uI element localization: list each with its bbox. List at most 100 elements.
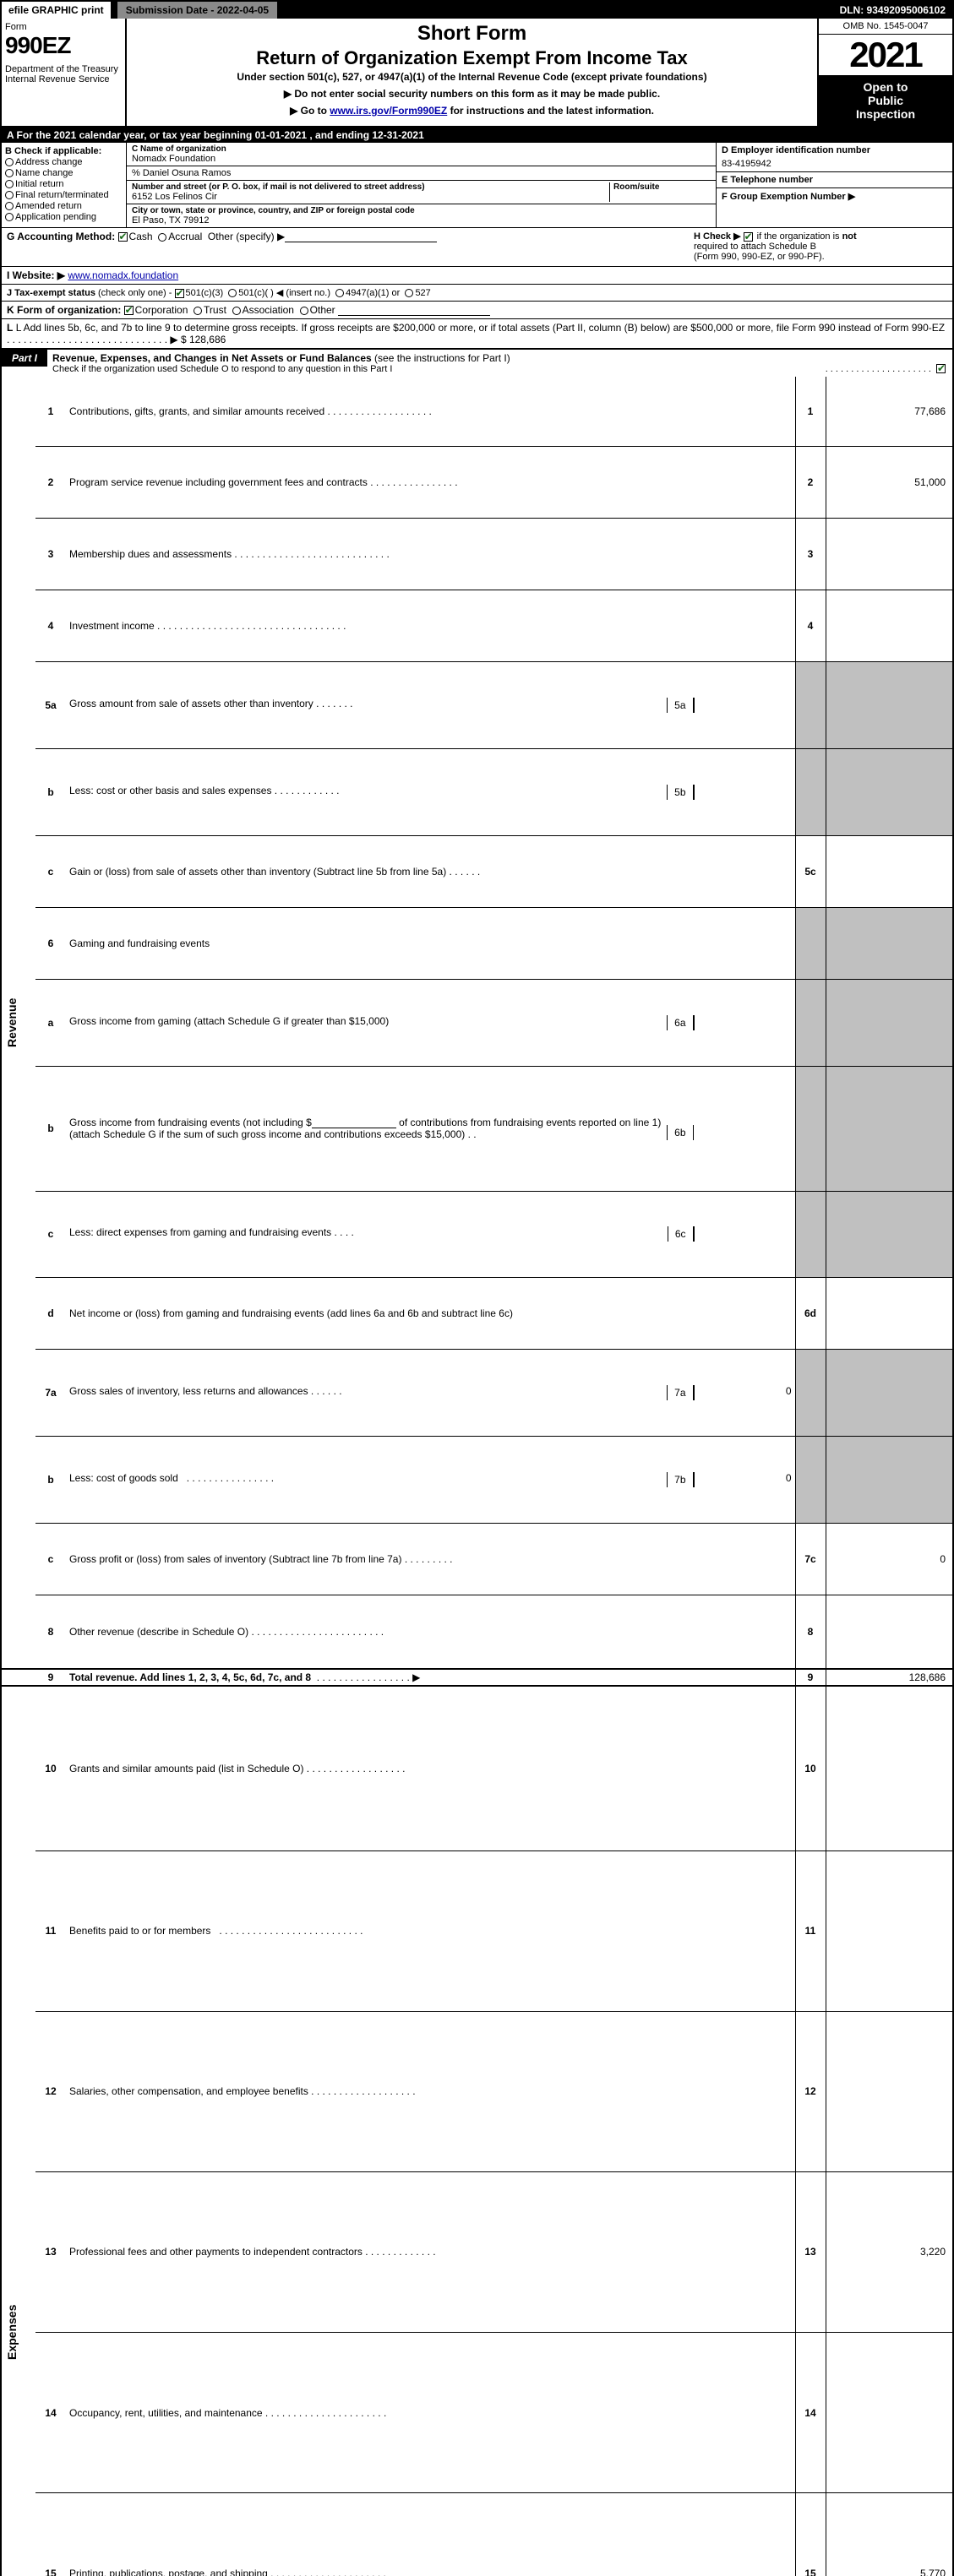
- org-name: Nomadx Foundation: [132, 154, 711, 164]
- cb-4947[interactable]: [335, 289, 344, 297]
- line-6: 6Gaming and fundraising events: [2, 908, 952, 980]
- omb-number: OMB No. 1545-0047: [819, 19, 952, 35]
- care-of: % Daniel Osuna Ramos: [132, 168, 711, 178]
- side-revenue: Revenue: [2, 377, 35, 1669]
- line-6b-contributions-input[interactable]: [312, 1117, 396, 1128]
- form-page: efile GRAPHIC print Submission Date - 20…: [0, 0, 954, 2576]
- col-d-e-f: D Employer identification number 83-4195…: [716, 143, 952, 227]
- row-l-gross-receipts: L L Add lines 5b, 6c, and 7b to line 9 t…: [2, 319, 952, 350]
- cb-527[interactable]: [405, 289, 413, 297]
- line-10: Expenses 10Grants and similar amounts pa…: [2, 1686, 952, 1850]
- cb-association[interactable]: [232, 307, 241, 315]
- c-street-row: Number and street (or P. O. box, if mail…: [127, 181, 716, 204]
- top-bar: efile GRAPHIC print Submission Date - 20…: [2, 2, 952, 19]
- header-center: Short Form Return of Organization Exempt…: [127, 19, 817, 126]
- line-1: Revenue 1 Contributions, gifts, grants, …: [2, 377, 952, 447]
- line-6a: aGross income from gaming (attach Schedu…: [2, 980, 952, 1067]
- c-pct-row: % Daniel Osuna Ramos: [127, 166, 716, 181]
- line-7a-subvalue: 0: [694, 1385, 795, 1400]
- cb-501c[interactable]: [228, 289, 237, 297]
- header-left: Form 990EZ Department of the Treasury In…: [2, 19, 127, 126]
- irs-url-link[interactable]: www.irs.gov/Form990EZ: [330, 105, 447, 117]
- cb-address-change[interactable]: Address change: [5, 157, 123, 167]
- row-g-h: G Accounting Method: Cash Accrual Other …: [2, 228, 952, 267]
- d-ein-cell: D Employer identification number 83-4195…: [717, 143, 952, 172]
- cb-cash[interactable]: [118, 232, 128, 242]
- row-i-website: I Website: ▶ www.nomadx.foundation: [2, 267, 952, 285]
- cb-501c3[interactable]: [175, 289, 184, 298]
- e-phone-cell: E Telephone number: [717, 172, 952, 188]
- main-title: Return of Organization Exempt From Incom…: [135, 47, 809, 69]
- cb-h-not-required[interactable]: [744, 232, 753, 242]
- line-5a-subvalue: [694, 698, 795, 713]
- ein-value: 83-4195942: [722, 159, 947, 169]
- row-a-calendar-year: A For the 2021 calendar year, or tax yea…: [2, 128, 952, 143]
- line-5b: bLess: cost or other basis and sales exp…: [2, 749, 952, 836]
- line-13-amount: 3,220: [826, 2171, 952, 2332]
- note-goto: ▶ Go to www.irs.gov/Form990EZ for instru…: [135, 105, 809, 117]
- cb-final-return[interactable]: Final return/terminated: [5, 190, 123, 200]
- line-4: 4Investment income . . . . . . . . . . .…: [2, 590, 952, 662]
- line-13: 13Professional fees and other payments t…: [2, 2171, 952, 2332]
- row-k-form-org: K Form of organization: Corporation Trus…: [2, 302, 952, 319]
- cb-other-org[interactable]: [300, 307, 308, 315]
- cb-application-pending[interactable]: Application pending: [5, 212, 123, 222]
- cb-amended-return[interactable]: Amended return: [5, 201, 123, 211]
- note-ssn: ▶ Do not enter social security numbers o…: [135, 88, 809, 100]
- cb-trust[interactable]: [194, 307, 202, 315]
- line-5a: 5aGross amount from sale of assets other…: [2, 662, 952, 749]
- header-right: OMB No. 1545-0047 2021 Open to Public In…: [817, 19, 952, 126]
- f-group-cell: F Group Exemption Number ▶: [717, 188, 952, 227]
- part-1-check-line: Check if the organization used Schedule …: [52, 364, 826, 374]
- website-link[interactable]: www.nomadx.foundation: [68, 269, 178, 281]
- form-header: Form 990EZ Department of the Treasury In…: [2, 19, 952, 128]
- short-form-title: Short Form: [135, 22, 809, 46]
- cb-name-change[interactable]: Name change: [5, 168, 123, 178]
- line-15-amount: 5,770: [826, 2493, 952, 2576]
- part-1-lines-table: Revenue 1 Contributions, gifts, grants, …: [2, 377, 952, 2576]
- line-5c: cGain or (loss) from sale of assets othe…: [2, 836, 952, 908]
- cb-accrual[interactable]: [158, 233, 166, 242]
- line-14: 14Occupancy, rent, utilities, and mainte…: [2, 2332, 952, 2492]
- form-word: Form: [5, 22, 122, 32]
- line-6d: dNet income or (loss) from gaming and fu…: [2, 1278, 952, 1350]
- line-7c: cGross profit or (loss) from sales of in…: [2, 1524, 952, 1595]
- line-2-amount: 51,000: [826, 447, 952, 519]
- part-1-label: Part I: [2, 350, 47, 367]
- other-specify-input[interactable]: [285, 231, 437, 242]
- city-state-zip: El Paso, TX 79912: [132, 215, 711, 226]
- line-1-amount: 77,686: [826, 377, 952, 447]
- line-15: 15Printing, publications, postage, and s…: [2, 2493, 952, 2576]
- part-1-title: Revenue, Expenses, and Changes in Net As…: [52, 352, 372, 364]
- subtitle: Under section 501(c), 527, or 4947(a)(1)…: [135, 71, 809, 83]
- tax-year: 2021: [819, 35, 952, 75]
- cb-initial-return[interactable]: Initial return: [5, 179, 123, 189]
- side-expenses: Expenses: [2, 1686, 35, 2576]
- line-7b: bLess: cost of goods sold . . . . . . . …: [2, 1437, 952, 1524]
- cb-schedule-o-part1[interactable]: [936, 364, 946, 373]
- line-8: 8Other revenue (describe in Schedule O) …: [2, 1595, 952, 1669]
- line-9: 9Total revenue. Add lines 1, 2, 3, 4, 5c…: [2, 1669, 952, 1686]
- dln-label: DLN: 93492095006102: [833, 2, 952, 19]
- submission-date-label: Submission Date - 2022-04-05: [116, 2, 279, 19]
- other-org-input[interactable]: [338, 304, 490, 316]
- part-1-header: Part I Revenue, Expenses, and Changes in…: [2, 350, 952, 377]
- gross-receipts-amount: ▶ $ 128,686: [170, 334, 226, 345]
- line-2: 2Program service revenue including gover…: [2, 447, 952, 519]
- h-check: H Check ▶ if the organization is not req…: [694, 231, 947, 264]
- b-label: B Check if applicable:: [5, 146, 123, 156]
- line-11: 11Benefits paid to or for members . . . …: [2, 1850, 952, 2011]
- c-city-row: City or town, state or province, country…: [127, 204, 716, 227]
- cb-corporation[interactable]: [124, 306, 134, 315]
- street-address: 6152 Los Felinos Cir: [132, 192, 606, 202]
- col-c-org-info: C Name of organization Nomadx Foundation…: [127, 143, 716, 227]
- row-j-tax-status: J Tax-exempt status (check only one) - 5…: [2, 285, 952, 302]
- col-b-checkboxes: B Check if applicable: Address change Na…: [2, 143, 127, 227]
- section-b-to-f: B Check if applicable: Address change Na…: [2, 143, 952, 228]
- efile-print-label[interactable]: efile GRAPHIC print: [2, 2, 112, 19]
- line-9-total-revenue: 128,686: [826, 1669, 952, 1686]
- line-7a: 7aGross sales of inventory, less returns…: [2, 1350, 952, 1437]
- line-12: 12Salaries, other compensation, and empl…: [2, 2011, 952, 2171]
- line-7b-subvalue: 0: [694, 1472, 795, 1487]
- line-7c-amount: 0: [826, 1524, 952, 1595]
